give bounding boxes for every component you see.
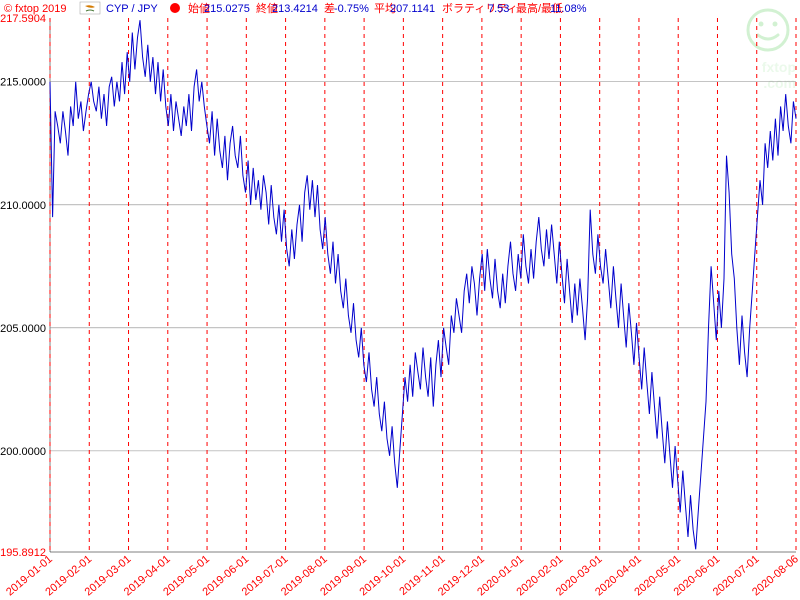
- y-tick-label: 200.0000: [0, 446, 46, 458]
- diff-value: -0.75%: [334, 3, 369, 15]
- open-value: 215.0275: [204, 3, 250, 15]
- copyright-text: © fxtop 2019: [4, 3, 67, 15]
- y-tick-label: 215.0000: [0, 77, 46, 89]
- y-tick-label: 210.0000: [0, 200, 46, 212]
- vol-value: 7.53: [488, 3, 509, 15]
- hilo-value: 11.08%: [550, 3, 587, 15]
- chart-header: © fxtop 2019CYP / JPY始値215.0275終値213.421…: [4, 1, 587, 15]
- chart-canvas: fxtop.com 200.0000 205.0000 210.0000 215.000…: [0, 0, 800, 600]
- svg-text:fxtop: fxtop: [762, 59, 796, 75]
- y-tick-label: 205.0000: [0, 323, 46, 335]
- pair-label: CYP / JPY: [106, 3, 158, 15]
- dot-icon: [170, 3, 180, 13]
- forex-chart: fxtop.com 200.0000 205.0000 210.0000 215.000…: [0, 0, 800, 600]
- y-min-label: 195.8912: [0, 547, 46, 559]
- flag-icon: [80, 2, 100, 14]
- avg-value: 207.1141: [390, 3, 435, 15]
- close-value: 213.4214: [272, 3, 318, 15]
- svg-text:.com: .com: [763, 75, 796, 91]
